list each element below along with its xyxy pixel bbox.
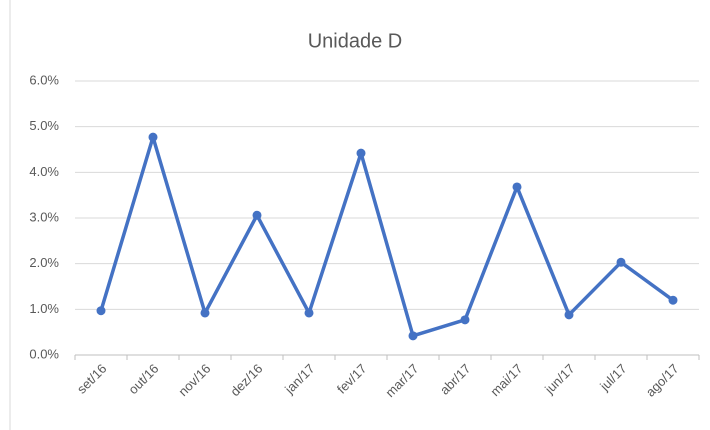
data-point bbox=[460, 315, 470, 325]
x-tick-label: out/16 bbox=[125, 361, 161, 397]
data-point bbox=[512, 182, 522, 192]
data-point bbox=[200, 308, 210, 318]
y-tick-label: 3.0% bbox=[29, 209, 59, 224]
data-point bbox=[408, 331, 418, 341]
y-tick-label: 5.0% bbox=[29, 118, 59, 133]
x-tick-label: mar/17 bbox=[382, 361, 421, 400]
y-tick-label: 4.0% bbox=[29, 164, 59, 179]
y-tick-label: 2.0% bbox=[29, 255, 59, 270]
x-tick-label: ago/17 bbox=[643, 361, 682, 400]
data-point bbox=[252, 210, 262, 220]
data-point bbox=[148, 132, 158, 142]
y-tick-label: 6.0% bbox=[29, 72, 59, 87]
x-tick-label: nov/16 bbox=[175, 361, 213, 399]
chart-title: Unidade D bbox=[308, 30, 403, 52]
data-point bbox=[668, 295, 678, 305]
x-tick-label: jul/17 bbox=[596, 361, 629, 394]
data-point bbox=[96, 306, 106, 316]
data-point bbox=[616, 257, 626, 267]
data-point bbox=[304, 308, 314, 318]
x-tick-label: jan/17 bbox=[281, 361, 317, 397]
x-tick-label: set/16 bbox=[74, 361, 110, 397]
y-tick-label: 0.0% bbox=[29, 346, 59, 361]
x-tick-label: jun/17 bbox=[541, 361, 577, 397]
x-tick-label: mai/17 bbox=[487, 361, 525, 399]
y-tick-label: 1.0% bbox=[29, 301, 59, 316]
data-point bbox=[356, 148, 366, 158]
x-tick-label: dez/16 bbox=[227, 361, 265, 399]
x-tick-label: abr/17 bbox=[437, 361, 474, 398]
series-line bbox=[99, 135, 675, 338]
x-tick-label: fev/17 bbox=[334, 361, 370, 397]
data-point bbox=[564, 310, 574, 320]
